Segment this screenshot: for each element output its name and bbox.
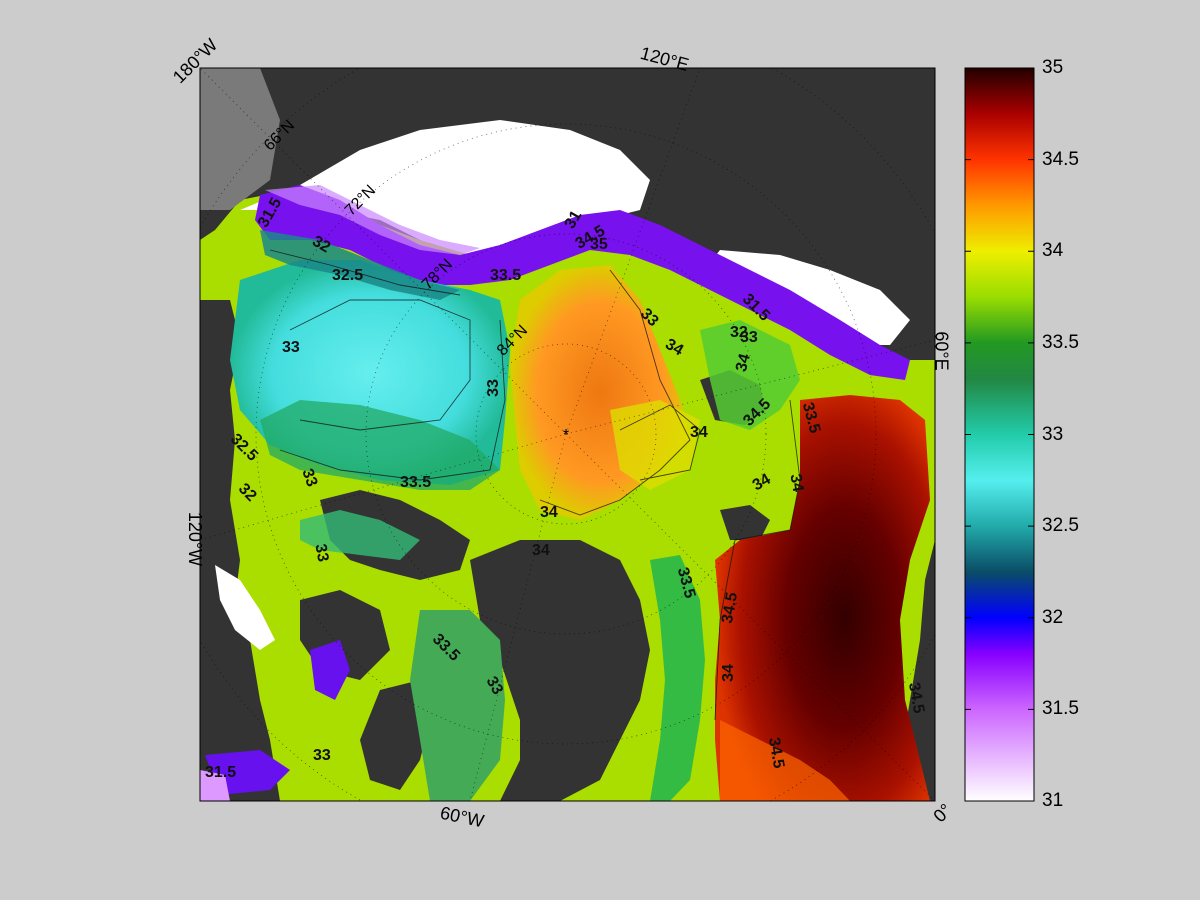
contour-label: 35 [590,236,608,253]
archipelago-channel [300,510,420,560]
contour-label: 34 [719,664,737,682]
colorbar-tick-label: 33.5 [1042,331,1079,353]
hudson-purple [205,640,350,795]
baffin-green [410,610,505,801]
lon-label-60e: 60°E [931,331,952,371]
colorbar-tick-label: 35 [1042,57,1064,78]
contour-label: 33 [313,747,331,764]
north-pole-marker: * [563,427,569,444]
siberia-land [200,68,935,360]
colorbar-tick-label: 31.5 [1042,698,1079,720]
fresh-band-lavender [265,185,480,255]
contour-label: 33 [740,329,758,346]
ice-east-siberian [240,120,650,255]
contour-label: 31.5 [205,764,237,781]
map-border [199,67,936,802]
contour-label: 34 [786,472,807,494]
barents-green [700,320,800,430]
contour-label: 32.5 [332,267,364,284]
lon-label-120w: 120°W [185,511,206,567]
colorbar-tick-label: 32.5 [1042,515,1079,537]
atlantic-warm [715,395,930,801]
contour-label: 32 [730,324,748,341]
greenland-land [470,540,650,801]
atlantic-orange-edge [720,720,850,801]
contour-label: 34 [540,504,558,521]
colorbar-tick-label: 34.5 [1042,148,1079,170]
contour-label: 34 [690,424,708,441]
ice-canada-coast [215,565,275,650]
hudson-lavender [200,770,230,801]
contour-label: 33 [311,542,332,564]
grey-shelf [200,68,280,210]
contour-label: 33.5 [400,474,432,491]
colorbar [964,67,1035,802]
colorbar-tick-label: 34 [1042,240,1064,262]
contour-label: 33 [282,339,300,356]
graticule [200,68,935,801]
contour-label: 34 [532,542,550,559]
central-yellow [610,400,700,490]
contour-label: 33.5 [490,267,522,284]
colorbar-tick-label: 32 [1042,606,1064,628]
colorbar-ticks [965,67,1034,802]
map-panel: * [200,68,935,801]
scandinavia-land [880,540,935,801]
east-greenland-green [650,555,705,801]
colorbar-tick-label: 31 [1042,790,1064,811]
canada-land [200,300,280,801]
canada-green-rim [260,400,500,490]
beaufort-teal [260,230,460,300]
colorbar-tick-label: 33 [1042,423,1064,445]
contour-lines [269,249,801,721]
contour-label: 33 [484,379,502,397]
